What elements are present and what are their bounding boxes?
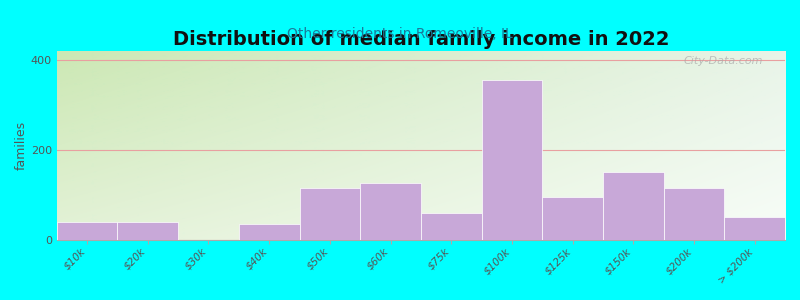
Bar (118, 221, 178, 239)
Title: Distribution of median family income in 2022: Distribution of median family income in … (173, 30, 669, 49)
Bar (482, 80, 542, 239)
Bar (421, 212, 482, 239)
Bar (724, 217, 785, 239)
Bar (299, 188, 360, 239)
Bar (57, 221, 118, 239)
Bar (664, 188, 724, 239)
Bar (542, 197, 603, 239)
Bar (239, 224, 299, 239)
Y-axis label: families: families (15, 121, 28, 170)
Bar (603, 172, 664, 239)
Text: City-Data.com: City-Data.com (684, 56, 763, 66)
Text: Other residents in Romeoville, IL: Other residents in Romeoville, IL (287, 27, 513, 41)
Bar (360, 183, 421, 239)
